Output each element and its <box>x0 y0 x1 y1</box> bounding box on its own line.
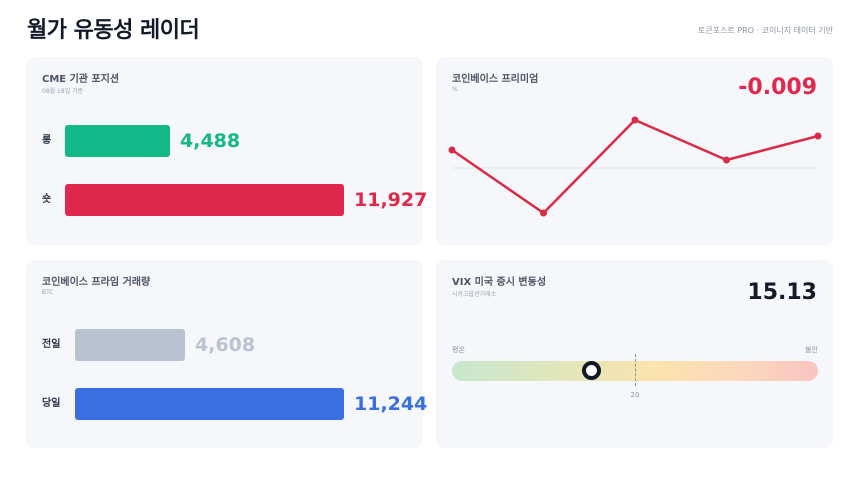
vix-card: VIX 미국 증시 변동성 시카고옵션거래소 15.13 평온 불안 20 <box>436 260 833 448</box>
premium-point <box>448 146 456 154</box>
cme-long-label: 롱 <box>42 135 52 146</box>
prime-volume-card: 코인베이스 프라임 거래량 BTC 전일 4,608 당일 11,244 <box>26 260 427 448</box>
premium-line-chart <box>448 116 822 217</box>
cme-position-card: CME 기관 포지션 08월 18일 기준 롱 4,488 숏 11,927 <box>26 57 427 245</box>
volume-prev-value: 4,608 <box>195 334 256 356</box>
premium-point <box>814 132 822 140</box>
premium-series-line <box>451 118 819 215</box>
volume-today-value: 11,244 <box>354 393 428 415</box>
cme-long-value: 4,488 <box>180 130 241 152</box>
vix-anxious-label: 불안 <box>805 346 818 354</box>
volume-today-bar <box>75 388 344 420</box>
vix-threshold-tick <box>635 354 636 386</box>
volume-today-label: 당일 <box>42 398 61 409</box>
source-note: 토큰포스트 PRO · 코이니지 데이터 기반 <box>698 26 833 35</box>
volume-prev-label: 전일 <box>42 339 61 350</box>
cme-short-label: 숏 <box>42 194 52 205</box>
coinbase-premium-card: 코인베이스 프리미엄 % -0.009 <box>436 57 833 245</box>
premium-point <box>540 209 547 217</box>
vix-gauge: 평온 불안 20 <box>452 345 818 415</box>
cme-long-row: 롱 4,488 <box>26 125 423 157</box>
premium-card-title: 코인베이스 프리미엄 <box>452 74 539 85</box>
page-title: 월가 유동성 레이더 <box>27 18 200 43</box>
premium-value: -0.009 <box>738 75 817 100</box>
volume-unit: BTC <box>42 289 54 296</box>
cme-short-row: 숏 11,927 <box>26 184 427 216</box>
premium-point <box>723 156 730 164</box>
vix-value: 15.13 <box>747 280 817 305</box>
premium-point <box>631 116 639 124</box>
cme-long-bar <box>65 125 170 157</box>
vix-gauge-knob <box>581 361 601 380</box>
premium-unit: % <box>452 86 458 93</box>
volume-prev-row: 전일 4,608 <box>26 329 423 361</box>
volume-today-row: 당일 11,244 <box>26 388 427 420</box>
volume-prev-bar <box>75 329 185 361</box>
cme-card-title: CME 기관 포지션 <box>42 74 120 85</box>
vix-source: 시카고옵션거래소 <box>452 291 497 298</box>
cme-card-date: 08월 18일 기준 <box>42 88 84 95</box>
volume-card-title: 코인베이스 프라임 거래량 <box>42 277 151 288</box>
vix-calm-label: 평온 <box>452 346 465 354</box>
cme-short-value: 11,927 <box>354 189 428 211</box>
cme-short-bar <box>65 184 344 216</box>
vix-card-title: VIX 미국 증시 변동성 <box>452 277 547 288</box>
vix-threshold-label: 20 <box>630 391 640 399</box>
